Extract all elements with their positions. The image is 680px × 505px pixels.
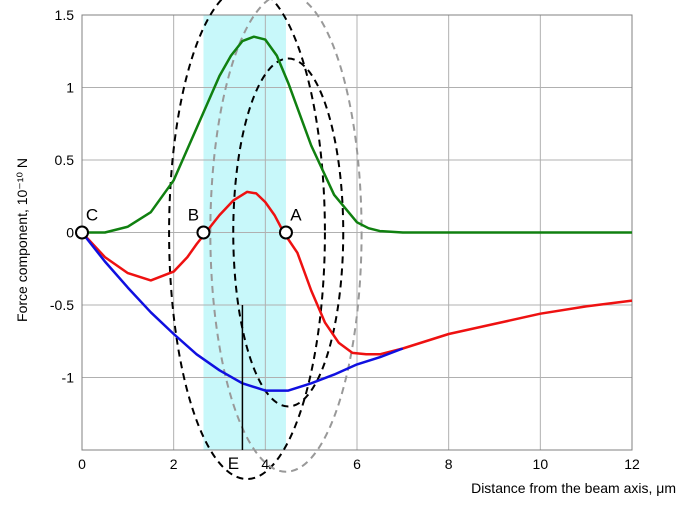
marked-point — [278, 225, 293, 240]
y-tick-label: 1 — [66, 80, 74, 96]
x-tick-label: 0 — [78, 456, 86, 472]
x-axis-label: Distance from the beam axis, μm — [471, 480, 676, 496]
y-axis-label: Force component, 10⁻¹⁰ N — [14, 158, 30, 322]
series-line — [81, 190, 633, 356]
series-line — [82, 35, 632, 234]
y-tick-label: 0 — [66, 225, 74, 241]
marked-point-label: C — [86, 206, 98, 225]
x-tick-label: 12 — [624, 456, 640, 472]
x-tick-label: 10 — [533, 456, 549, 472]
marked-point — [75, 225, 89, 240]
marked-point — [196, 225, 211, 240]
marker-label-e: E — [228, 454, 239, 473]
x-tick-label: 2 — [170, 456, 178, 472]
marked-point-label: B — [188, 206, 199, 225]
x-tick-label: 8 — [445, 456, 453, 472]
x-tick-label: 6 — [353, 456, 361, 472]
dashed-circle — [232, 57, 345, 408]
y-tick-label: -1 — [62, 370, 75, 386]
x-tick-label: 4 — [261, 456, 269, 472]
marked-point-label: A — [290, 206, 302, 225]
y-tick-label: 1.5 — [55, 7, 75, 23]
y-tick-label: 0.5 — [55, 152, 75, 168]
y-tick-label: -0.5 — [50, 297, 74, 313]
dashed-circle — [168, 0, 326, 480]
